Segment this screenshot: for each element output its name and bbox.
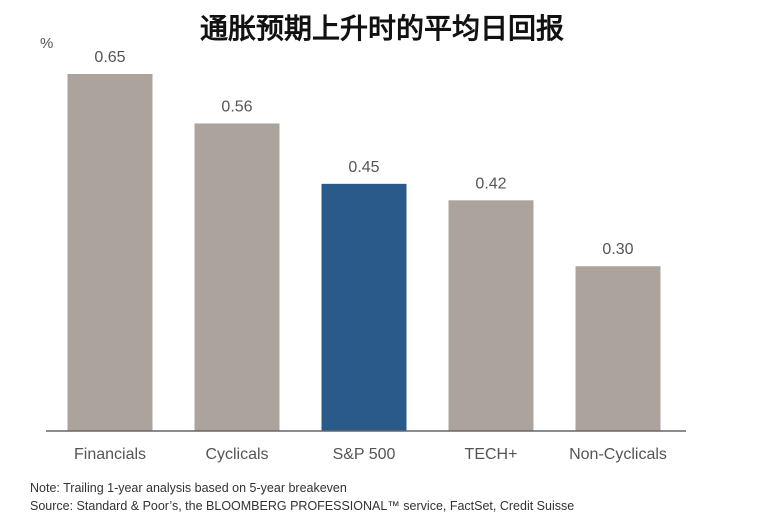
value-label: 0.56: [221, 98, 252, 115]
value-label: 0.30: [602, 241, 633, 258]
bars-group: 0.65 0.56 0.45 0.42 0.30: [67, 49, 661, 431]
category-label: Cyclicals: [205, 446, 268, 463]
value-label: 0.45: [348, 159, 379, 176]
y-unit-label: %: [40, 35, 53, 52]
chart-source: Source: Standard & Poor’s, the BLOOMBERG…: [30, 499, 574, 513]
category-labels: Financials Cyclicals S&P 500 TECH+ Non-Cycli…: [74, 446, 667, 463]
category-label: Financials: [74, 446, 146, 463]
bar-s-p-500: [321, 183, 407, 431]
chart-note: Note: Trailing 1-year analysis based on …: [30, 481, 347, 495]
value-label: 0.42: [475, 175, 506, 192]
value-label: 0.65: [94, 49, 125, 66]
chart-title: 通胀预期上升时的平均日回报: [200, 12, 564, 45]
bar-non-cyclicals: [575, 266, 661, 431]
bar-tech-: [448, 200, 534, 431]
category-label: Non-Cyclicals: [569, 446, 667, 463]
bar-cyclicals: [194, 123, 280, 431]
category-label: TECH+: [465, 446, 518, 463]
bar-financials: [67, 74, 153, 431]
category-label: S&P 500: [333, 446, 396, 463]
